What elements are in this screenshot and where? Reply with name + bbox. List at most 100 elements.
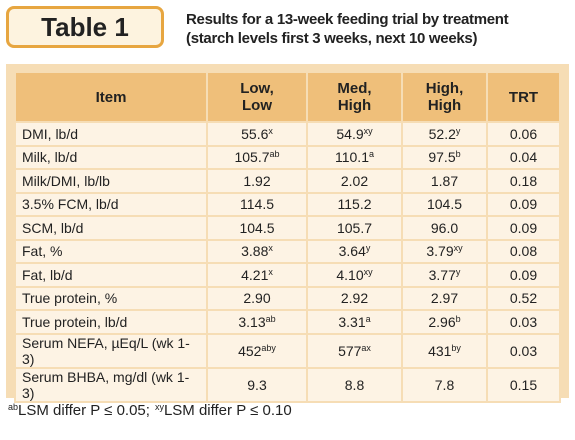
footnote-letters: ab bbox=[8, 402, 19, 412]
cell: 4.21x bbox=[206, 262, 308, 288]
column-header: Low, Low bbox=[206, 71, 308, 123]
cell: 105.7 bbox=[306, 215, 403, 241]
cell-value: 54.9 bbox=[336, 125, 364, 142]
trt-value: 0.08 bbox=[486, 238, 561, 264]
table-row: DMI, lb/d 55.6x 54.9xy 52.2y 0.06 bbox=[14, 121, 561, 147]
cell: 114.5 bbox=[206, 191, 308, 217]
table-row: 3.5% FCM, lb/d 114.5 115.2 104.5 0.09 bbox=[14, 191, 561, 217]
row-label: Fat, lb/d bbox=[14, 262, 208, 288]
table-row: Milk, lb/d 105.7ab 110.1a 97.5b 0.04 bbox=[14, 144, 561, 170]
header-line: High, bbox=[425, 80, 464, 97]
cell: 55.6x bbox=[206, 121, 308, 147]
row-label: Milk, lb/d bbox=[14, 144, 208, 170]
cell: 97.5b bbox=[401, 144, 488, 170]
cell: 577ax bbox=[306, 332, 403, 369]
cell-value: 3.64 bbox=[338, 243, 366, 260]
cell-value: 3.13 bbox=[238, 313, 266, 330]
cell: 3.88x bbox=[206, 238, 308, 264]
cell-value: 2.02 bbox=[340, 172, 369, 189]
cell: 96.0 bbox=[401, 215, 488, 241]
significance-letter: a bbox=[368, 149, 374, 160]
row-label: DMI, lb/d bbox=[14, 121, 208, 147]
column-header: Item bbox=[14, 71, 208, 123]
cell: 431by bbox=[401, 332, 488, 369]
significance-letter: y bbox=[365, 243, 371, 254]
cell-value: 96.0 bbox=[430, 219, 459, 236]
cell-value: 452 bbox=[238, 342, 262, 359]
table: Item Low, Low Med, High High, High TRT DMI, lb/… bbox=[14, 71, 561, 403]
column-header: TRT bbox=[486, 71, 561, 123]
trt-value: 0.03 bbox=[486, 332, 561, 369]
row-label: Serum BHBA, mg/dl (wk 1-3) bbox=[14, 366, 208, 403]
cell: 2.02 bbox=[306, 168, 403, 194]
cell-value: 55.6 bbox=[241, 125, 269, 142]
significance-letter: by bbox=[451, 342, 461, 353]
header-line: Med, bbox=[337, 80, 372, 97]
row-label: 3.5% FCM, lb/d bbox=[14, 191, 208, 217]
cell: 4.10xy bbox=[306, 262, 403, 288]
trt-value: 0.03 bbox=[486, 309, 561, 335]
cell: 7.8 bbox=[401, 366, 488, 403]
row-label: Milk/DMI, lb/lb bbox=[14, 168, 208, 194]
trt-value: 0.18 bbox=[486, 168, 561, 194]
cell: 54.9xy bbox=[306, 121, 403, 147]
cell-value: 97.5 bbox=[428, 149, 456, 166]
header-line: Item bbox=[95, 88, 127, 106]
header-line: High bbox=[337, 97, 372, 114]
significance-letter: a bbox=[365, 313, 371, 324]
row-label: SCM, lb/d bbox=[14, 215, 208, 241]
significance-letter: ax bbox=[361, 342, 371, 353]
trt-value: 0.09 bbox=[486, 191, 561, 217]
header-line: TRT bbox=[508, 88, 539, 106]
cell: 452aby bbox=[206, 332, 308, 369]
cell-value: 110.1 bbox=[334, 149, 369, 166]
significance-letter: x bbox=[268, 266, 273, 277]
trt-value: 0.09 bbox=[486, 215, 561, 241]
cell: 110.1a bbox=[306, 144, 403, 170]
cell-value: 3.79 bbox=[426, 243, 454, 260]
cell: 2.96b bbox=[401, 309, 488, 335]
cell: 3.13ab bbox=[206, 309, 308, 335]
table-row: Serum NEFA, µEq/L (wk 1-3) 452aby 577ax 431… bbox=[14, 332, 561, 369]
cell-value: 1.92 bbox=[243, 172, 271, 189]
table-row: True protein, % 2.90 2.92 2.97 0.52 bbox=[14, 285, 561, 311]
cell: 8.8 bbox=[306, 366, 403, 403]
cell-value: 4.10 bbox=[336, 266, 364, 283]
cell-value: 8.8 bbox=[344, 376, 365, 393]
significance-letter: b bbox=[455, 149, 461, 160]
trt-value: 0.15 bbox=[486, 366, 561, 403]
cell: 105.7ab bbox=[206, 144, 308, 170]
header-row: Item Low, Low Med, High High, High TRT bbox=[14, 71, 561, 123]
cell-value: 3.88 bbox=[241, 243, 269, 260]
footnote-text: LSM differ P ≤ 0.05; bbox=[18, 402, 150, 419]
cell-value: 104.5 bbox=[239, 219, 275, 236]
title-line: (starch levels first 3 weeks, next 10 we… bbox=[186, 30, 478, 47]
cell: 2.97 bbox=[401, 285, 488, 311]
cell-value: 2.92 bbox=[340, 290, 369, 307]
cell: 3.77y bbox=[401, 262, 488, 288]
row-label: Fat, % bbox=[14, 238, 208, 264]
row-label: True protein, % bbox=[14, 285, 208, 311]
cell-value: 1.87 bbox=[430, 172, 459, 189]
cell-value: 52.2 bbox=[428, 125, 456, 142]
table-row: Serum BHBA, mg/dl (wk 1-3) 9.3 8.8 7.8 0.15 bbox=[14, 366, 561, 403]
cell: 2.90 bbox=[206, 285, 308, 311]
significance-letter: xy bbox=[453, 243, 463, 254]
row-label: True protein, lb/d bbox=[14, 309, 208, 335]
header-line: Low bbox=[242, 97, 272, 114]
row-label: Serum NEFA, µEq/L (wk 1-3) bbox=[14, 332, 208, 369]
significance-letter: ab bbox=[265, 313, 276, 324]
cell: 104.5 bbox=[401, 191, 488, 217]
trt-value: 0.04 bbox=[486, 144, 561, 170]
cell-value: 105.7 bbox=[336, 219, 373, 236]
cell-value: 4.21 bbox=[241, 266, 269, 283]
title: Results for a 13-week feeding trial by t… bbox=[186, 10, 509, 48]
cell-value: 114.5 bbox=[240, 196, 274, 213]
footnote-part: xyLSM differ P ≤ 0.10 bbox=[155, 402, 292, 419]
table-box: Item Low, Low Med, High High, High TRT DMI, lb/… bbox=[6, 64, 569, 403]
footnote: abLSM differ P ≤ 0.05; xyLSM differ P ≤ 0… bbox=[8, 402, 297, 419]
significance-letter: aby bbox=[261, 342, 276, 353]
cell: 3.79xy bbox=[401, 238, 488, 264]
significance-letter: y bbox=[455, 266, 461, 277]
table-row: SCM, lb/d 104.5 105.7 96.0 0.09 bbox=[14, 215, 561, 241]
